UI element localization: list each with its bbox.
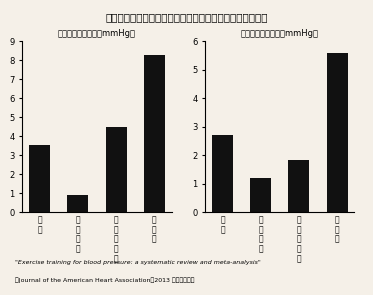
Bar [326,53,348,212]
Text: "Exercise training for blood pressure: a systematic review and meta-analysis": "Exercise training for blood pressure: a… [15,260,261,265]
Text: 図３－１　血圧の状態ごとの有酸素運動による血圧低下量: 図３－１ 血圧の状態ごとの有酸素運動による血圧低下量 [105,12,268,22]
Bar [68,195,88,212]
Bar [29,145,50,212]
Bar [106,127,126,212]
Bar [212,135,233,212]
Title: 拡張期血圧低下量（mmHg）: 拡張期血圧低下量（mmHg） [241,29,319,38]
Bar [250,178,271,212]
Bar [288,160,309,212]
Title: 収縮期血圧低下量（mmHg）: 収縮期血圧低下量（mmHg） [58,29,136,38]
Bar [144,55,165,212]
Text: 「Journal of the American Heart Association」2013 をもとに作成: 「Journal of the American Heart Associati… [15,277,194,283]
